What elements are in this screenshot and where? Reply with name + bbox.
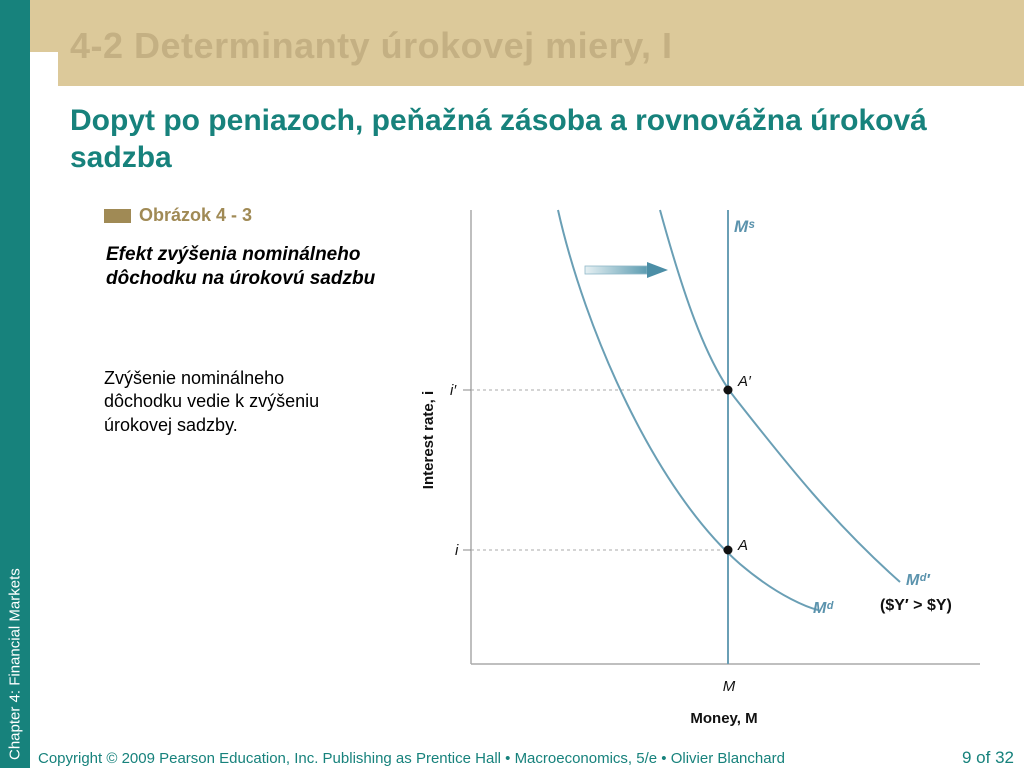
copyright-text: Copyright © 2009 Pearson Education, Inc.… (38, 750, 785, 767)
ms-label: Mˢ (734, 217, 755, 236)
chapter-label: Chapter 4: Financial Markets (6, 568, 24, 760)
point-a-prime (723, 385, 733, 395)
slide-subtitle: Dopyt po peniazoch, peňažná zásoba a rov… (70, 104, 927, 174)
sidebar: Chapter 4: Financial Markets (0, 0, 30, 768)
title-notch (30, 52, 58, 86)
figure-label-text: Obrázok 4 - 3 (139, 205, 253, 225)
figure-description: Zvýšenie nominálneho dôchodku vedie k zv… (104, 368, 320, 435)
y-tick-i: i (455, 542, 459, 559)
figure-marker-icon (104, 208, 131, 223)
income-annotation: ($Y′ > $Y) (880, 597, 952, 614)
money-market-chart: Mˢ Mᵈ Mᵈ′ ($Y′ > $Y) A′ A i′ i M Money, … (420, 209, 980, 727)
title-band (58, 0, 1024, 86)
md-prime-label: Mᵈ′ (906, 572, 931, 589)
point-a-prime-label: A′ (737, 373, 752, 390)
page-title: 4-2 Determinanty úrokovej miery, I (70, 25, 673, 66)
money-demand-curve (557, 209, 819, 611)
page-number: 9 of 32 (962, 748, 1014, 767)
x-tick-m: M (723, 678, 736, 695)
figure-caption: Efekt zvýšenia nominálneho dôchodku na ú… (106, 244, 376, 289)
x-axis-label: Money, M (690, 710, 757, 727)
point-a (723, 545, 733, 555)
point-a-label: A (737, 537, 748, 554)
shift-arrow-icon (584, 262, 668, 278)
figure-label: Obrázok 4 - 3 (104, 205, 252, 226)
money-demand-shifted-curve (659, 209, 901, 583)
title-corner (30, 0, 58, 52)
y-axis-label: Interest rate, i (420, 391, 437, 489)
footer: Copyright © 2009 Pearson Education, Inc.… (30, 736, 1024, 768)
md-label: Mᵈ (813, 600, 834, 617)
y-tick-i-prime: i′ (450, 382, 457, 399)
